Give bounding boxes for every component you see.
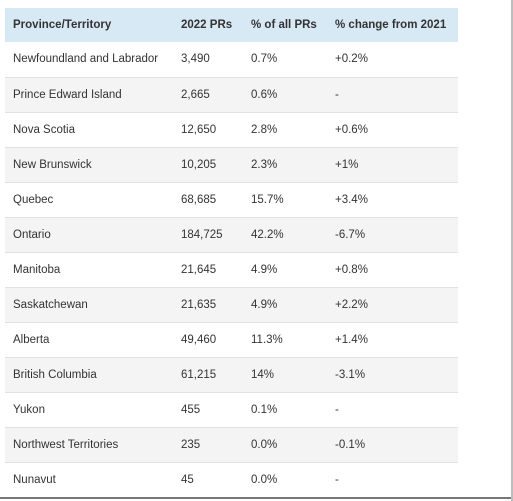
cell-province: Nunavut bbox=[13, 473, 56, 486]
pr-by-province-table: Province/Territory 2022 PRs % of all PRs… bbox=[5, 8, 458, 498]
cell-2022-prs: 68,685 bbox=[181, 193, 217, 206]
cell-percent-change: +0.6% bbox=[335, 123, 368, 136]
table-row: New Brunswick 10,205 2.3% +1% bbox=[5, 147, 458, 182]
cell-percent-change: -3.1% bbox=[335, 368, 366, 381]
cell-province: British Columbia bbox=[13, 368, 97, 381]
cell-percent-of-all: 4.9% bbox=[251, 263, 278, 276]
cell-2022-prs: 184,725 bbox=[181, 228, 223, 241]
table-row: British Columbia 61,215 14% -3.1% bbox=[5, 357, 458, 392]
cell-2022-prs: 235 bbox=[181, 438, 201, 451]
cell-percent-of-all: 0.0% bbox=[251, 438, 278, 451]
cell-percent-of-all: 0.0% bbox=[251, 473, 278, 486]
cell-province: Nova Scotia bbox=[13, 123, 76, 136]
cell-province: Alberta bbox=[13, 333, 50, 346]
cell-2022-prs: 61,215 bbox=[181, 368, 217, 381]
cell-province: Quebec bbox=[13, 193, 54, 206]
header-percent-change: % change from 2021 bbox=[335, 19, 447, 31]
cell-percent-change: +3.4% bbox=[335, 193, 368, 206]
cell-percent-of-all: 4.9% bbox=[251, 298, 278, 311]
cell-2022-prs: 12,650 bbox=[181, 123, 217, 136]
cell-percent-change: - bbox=[335, 403, 339, 416]
table-row: Newfoundland and Labrador 3,490 0.7% +0.… bbox=[5, 42, 458, 77]
cell-percent-change: +0.2% bbox=[335, 53, 368, 66]
bottom-divider bbox=[0, 497, 513, 499]
cell-province: Northwest Territories bbox=[13, 438, 119, 451]
cell-province: Yukon bbox=[13, 403, 45, 416]
cell-province: New Brunswick bbox=[13, 158, 92, 171]
table-row: Northwest Territories 235 0.0% -0.1% bbox=[5, 427, 458, 462]
table-row: Ontario 184,725 42.2% -6.7% bbox=[5, 217, 458, 252]
cell-province: Ontario bbox=[13, 228, 51, 241]
cell-province: Saskatchewan bbox=[13, 298, 88, 311]
table-row: Saskatchewan 21,635 4.9% +2.2% bbox=[5, 287, 458, 322]
header-province: Province/Territory bbox=[13, 19, 112, 31]
cell-percent-change: +1.4% bbox=[335, 333, 368, 346]
cell-percent-change: - bbox=[335, 473, 339, 486]
cell-province: Newfoundland and Labrador bbox=[13, 53, 159, 66]
cell-percent-change: +1% bbox=[335, 158, 359, 171]
table-row: Manitoba 21,645 4.9% +0.8% bbox=[5, 252, 458, 287]
cell-percent-change: +2.2% bbox=[335, 298, 368, 311]
cell-percent-change: -0.1% bbox=[335, 438, 366, 451]
table-body: Newfoundland and Labrador 3,490 0.7% +0.… bbox=[5, 42, 458, 497]
cell-percent-of-all: 14% bbox=[251, 368, 275, 381]
cell-2022-prs: 21,635 bbox=[181, 298, 217, 311]
cell-2022-prs: 2,665 bbox=[181, 88, 210, 101]
window-right-edge bbox=[511, 0, 513, 501]
cell-percent-of-all: 0.1% bbox=[251, 403, 278, 416]
table-row: Nova Scotia 12,650 2.8% +0.6% bbox=[5, 112, 458, 147]
cell-percent-change: - bbox=[335, 88, 339, 101]
cell-2022-prs: 3,490 bbox=[181, 53, 210, 66]
cell-province: Prince Edward Island bbox=[13, 88, 122, 101]
cell-2022-prs: 49,460 bbox=[181, 333, 217, 346]
cell-percent-change: -6.7% bbox=[335, 228, 366, 241]
table-row: Nunavut 45 0.0% - bbox=[5, 462, 458, 497]
cell-2022-prs: 21,645 bbox=[181, 263, 217, 276]
table-row: Yukon 455 0.1% - bbox=[5, 392, 458, 427]
cell-percent-of-all: 2.3% bbox=[251, 158, 278, 171]
header-row: Province/Territory 2022 PRs % of all PRs… bbox=[5, 8, 458, 42]
cell-2022-prs: 455 bbox=[181, 403, 201, 416]
table-row: Quebec 68,685 15.7% +3.4% bbox=[5, 182, 458, 217]
header-percent-of-all: % of all PRs bbox=[251, 19, 317, 31]
cell-2022-prs: 10,205 bbox=[181, 158, 217, 171]
table-row: Alberta 49,460 11.3% +1.4% bbox=[5, 322, 458, 357]
cell-2022-prs: 45 bbox=[181, 473, 194, 486]
cell-percent-of-all: 42.2% bbox=[251, 228, 284, 241]
table-header: Province/Territory 2022 PRs % of all PRs… bbox=[5, 8, 458, 42]
pr-table-container: Province/Territory 2022 PRs % of all PRs… bbox=[5, 8, 458, 498]
cell-percent-of-all: 0.7% bbox=[251, 53, 278, 66]
cell-percent-of-all: 0.6% bbox=[251, 88, 278, 101]
cell-percent-of-all: 15.7% bbox=[251, 193, 284, 206]
cell-percent-of-all: 2.8% bbox=[251, 123, 278, 136]
cell-percent-of-all: 11.3% bbox=[251, 333, 283, 346]
cell-percent-change: +0.8% bbox=[335, 263, 368, 276]
table-row: Prince Edward Island 2,665 0.6% - bbox=[5, 77, 458, 112]
cell-province: Manitoba bbox=[13, 263, 61, 276]
header-2022-prs: 2022 PRs bbox=[181, 19, 233, 31]
